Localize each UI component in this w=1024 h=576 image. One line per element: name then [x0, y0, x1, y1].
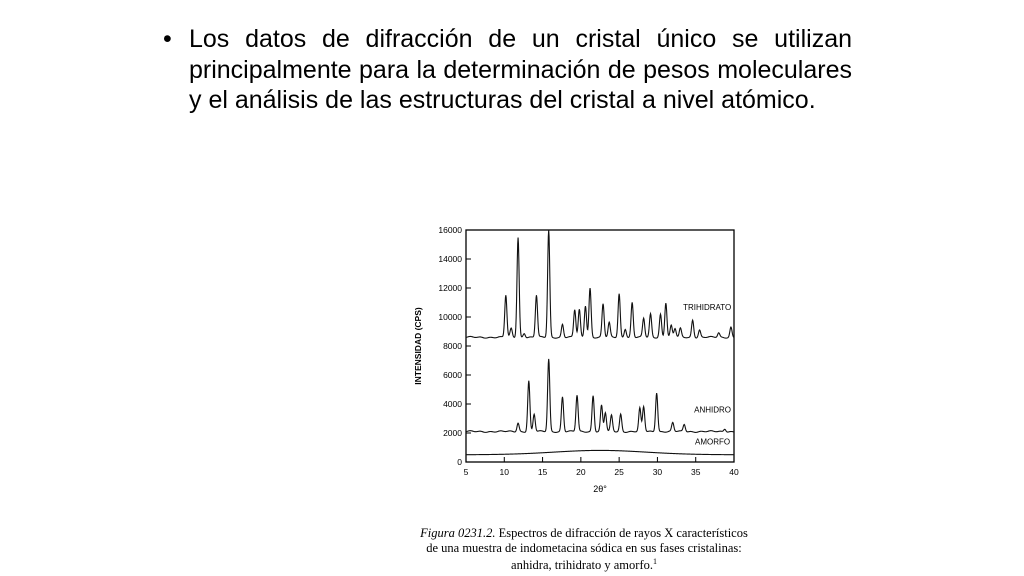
- series-label-trihidrato: TRIHIDRATO: [683, 303, 731, 312]
- chart-labels: TRIHIDRATO ANHIDRO AMORFO: [683, 303, 731, 447]
- x-tick-label: 10: [500, 467, 510, 477]
- figure-label: Figura 0231.2.: [420, 526, 496, 540]
- series-label-amorfo: AMORFO: [695, 438, 730, 447]
- x-tick-label: 15: [538, 467, 548, 477]
- x-tick-label: 20: [576, 467, 586, 477]
- y-tick-label: 6000: [443, 370, 462, 380]
- series-line-trihidrato: [465, 229, 735, 339]
- x-tick-label: 30: [653, 467, 663, 477]
- series-label-anhidro: ANHIDRO: [694, 406, 731, 415]
- footnote-mark: 1: [652, 557, 657, 566]
- bullet-point: • Los datos de difracción de un cristal …: [163, 24, 852, 116]
- chart-ticks: 5 10 15 20 25 30 35 40 0 2000 4000 6000 8000 10000 120…: [438, 225, 739, 477]
- bullet-glyph: •: [163, 25, 172, 53]
- bullet-text: Los datos de difracción de un cristal ún…: [189, 25, 852, 114]
- x-tick-label: 40: [729, 467, 739, 477]
- y-tick-label: 0: [457, 457, 462, 467]
- x-tick-label: 35: [691, 467, 701, 477]
- y-tick-label: 16000: [438, 225, 462, 235]
- xrd-chart: 5 10 15 20 25 30 35 40 0 2000 4000 6000 8000 10000 120…: [413, 225, 739, 494]
- y-tick-label: 8000: [443, 341, 462, 351]
- series-line-amorfo: [466, 449, 734, 456]
- y-tick-label: 12000: [438, 283, 462, 293]
- y-tick-label: 14000: [438, 254, 462, 264]
- x-tick-label: 5: [464, 467, 469, 477]
- y-axis-label: INTENSIDAD (CPS): [413, 307, 423, 385]
- y-tick-label: 4000: [443, 399, 462, 409]
- chart-axes: [465, 229, 735, 463]
- y-tick-label: 10000: [438, 312, 462, 322]
- plot-frame: [465, 229, 735, 463]
- y-tick-label: 2000: [443, 428, 462, 438]
- x-tick-label: 25: [614, 467, 624, 477]
- series-line-anhidro: [465, 358, 735, 433]
- caption-text: Espectros de difracción de rayos X carac…: [426, 526, 748, 573]
- x-axis-label: 2θ°: [593, 484, 607, 494]
- chart-series: [465, 229, 735, 456]
- figure-caption: Figura 0231.2. Espectros de difracción d…: [414, 526, 754, 573]
